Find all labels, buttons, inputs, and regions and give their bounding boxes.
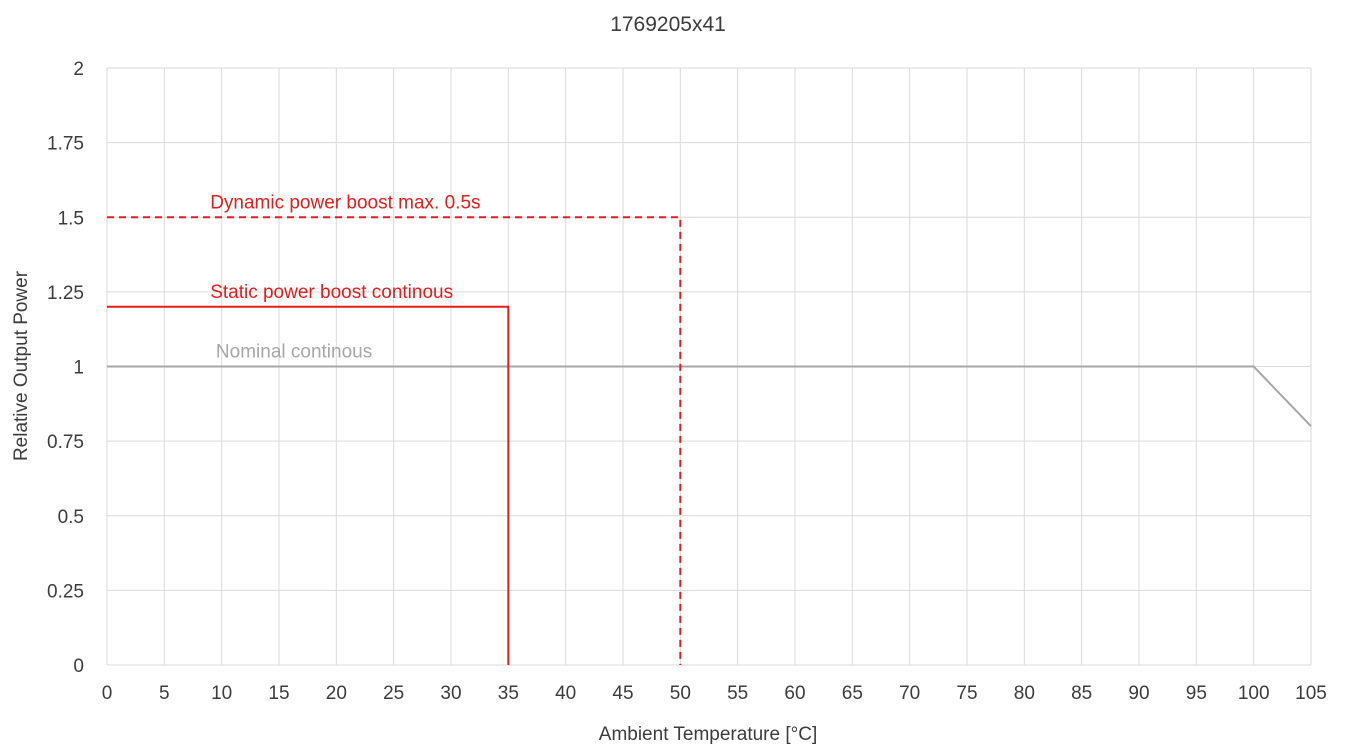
x-tick-label: 85 <box>1071 683 1092 704</box>
y-tick-label: 0.25 <box>47 581 84 602</box>
x-tick-label: 25 <box>383 683 404 704</box>
x-tick-label: 15 <box>268 683 289 704</box>
x-tick-label: 105 <box>1295 683 1327 704</box>
x-tick-label: 75 <box>956 683 977 704</box>
x-axis-ticks: 0 5 10 15 20 25 30 35 40 45 50 55 60 65 70 75 80 85 90 95 10… <box>102 683 1327 704</box>
x-tick-label: 35 <box>498 683 519 704</box>
x-tick-label: 45 <box>612 683 633 704</box>
y-tick-label: 1.75 <box>47 134 84 155</box>
y-tick-label: 0.5 <box>58 507 84 528</box>
annotation-label: Static power boost continous <box>210 282 453 303</box>
y-tick-label: 1 <box>73 358 84 379</box>
x-tick-label: 60 <box>784 683 805 704</box>
y-axis-ticks: 0 0.25 0.5 0.75 1 1.25 1.5 1.75 2 <box>47 59 84 677</box>
y-tick-label: 1.5 <box>58 208 84 229</box>
x-tick-label: 40 <box>555 683 576 704</box>
x-tick-label: 90 <box>1128 683 1149 704</box>
x-axis-title: Ambient Temperature [°C] <box>599 724 817 745</box>
series-line-1 <box>107 365 1312 427</box>
x-tick-label: 20 <box>326 683 347 704</box>
x-tick-label: 65 <box>842 683 863 704</box>
x-tick-label: 0 <box>102 683 113 704</box>
x-tick-label: 30 <box>440 683 461 704</box>
y-axis-title: Relative Output Power <box>11 270 32 461</box>
x-tick-label: 10 <box>211 683 232 704</box>
x-tick-label: 50 <box>670 683 691 704</box>
y-tick-label: 2 <box>73 59 84 80</box>
y-tick-label: 0.75 <box>47 432 84 453</box>
y-tick-label: 1.25 <box>47 283 84 304</box>
x-tick-label: 55 <box>727 683 748 704</box>
x-tick-label: 100 <box>1238 683 1270 704</box>
x-tick-label: 70 <box>899 683 920 704</box>
x-tick-label: 5 <box>159 683 170 704</box>
series-line-2 <box>107 305 510 665</box>
annotations: Nominal continous Static power boost cont… <box>210 192 480 362</box>
y-tick-label: 0 <box>73 656 84 677</box>
chart-title: 1769205x41 <box>610 13 726 36</box>
x-tick-label: 80 <box>1014 683 1035 704</box>
series-group <box>107 216 1312 665</box>
x-tick-label: 95 <box>1186 683 1207 704</box>
annotation-label: Nominal continous <box>216 342 372 363</box>
annotation-label: Dynamic power boost max. 0.5s <box>210 192 480 213</box>
